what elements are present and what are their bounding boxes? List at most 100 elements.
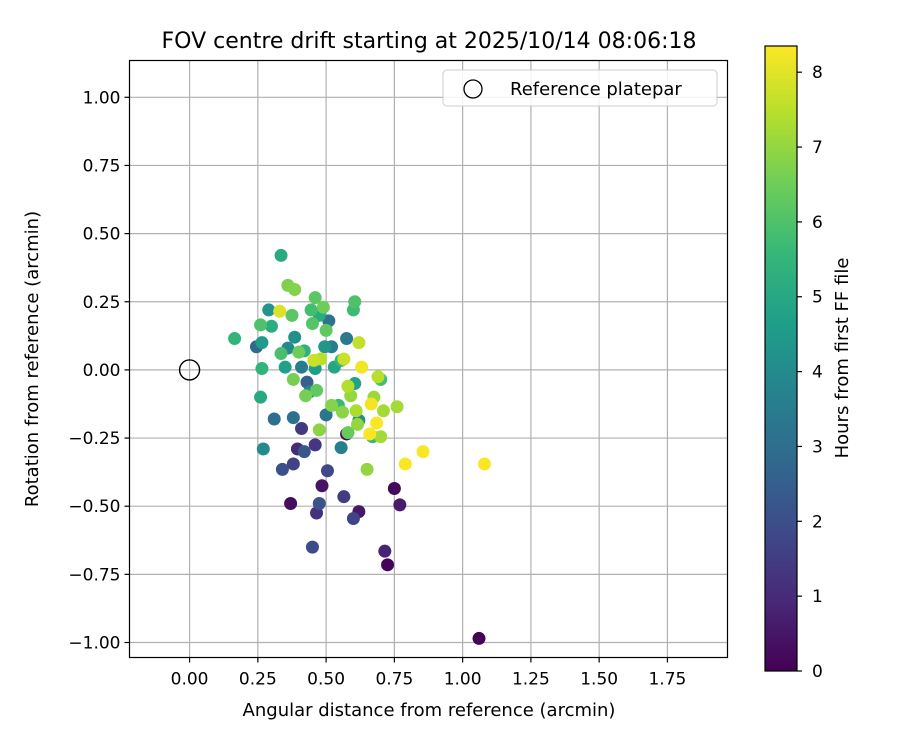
- legend-label: Reference platepar: [510, 79, 682, 100]
- scatter-point: [255, 336, 269, 350]
- x-tick-label: 0.75: [375, 670, 413, 690]
- scatter-point: [274, 248, 288, 262]
- scatter-point: [378, 544, 392, 558]
- colorbar-tick-label: 6: [812, 213, 823, 233]
- scatter-point: [320, 464, 334, 478]
- scatter-point: [360, 462, 374, 476]
- scatter-point: [352, 336, 366, 350]
- x-axis-ticks: 0.00 0.25 0.50 0.75 1.00 1.25 1.50 1.75: [171, 657, 686, 690]
- scatter-point: [228, 332, 242, 346]
- scatter-point: [292, 345, 306, 359]
- y-tick-label: −1.00: [68, 634, 120, 654]
- x-tick-label: 0.50: [307, 670, 345, 690]
- scatter-point: [398, 457, 412, 471]
- scatter-point: [416, 445, 430, 459]
- scatter-point: [315, 479, 329, 493]
- y-tick-label: 0.50: [83, 225, 121, 245]
- scatter-point: [308, 438, 322, 452]
- chart-title: FOV centre drift starting at 2025/10/14 …: [162, 29, 697, 54]
- y-axis-label: Rotation from reference (arcmin): [22, 211, 43, 507]
- scatter-point: [278, 360, 292, 374]
- scatter-point: [255, 362, 269, 376]
- x-tick-label: 1.00: [444, 670, 482, 690]
- scatter-point: [376, 404, 390, 418]
- scatter-point: [349, 404, 363, 418]
- plot-frame: [128, 59, 729, 659]
- scatter-point: [312, 423, 326, 437]
- scatter-point: [346, 511, 360, 525]
- colorbar-tick-label: 4: [812, 363, 823, 383]
- scatter-point: [312, 496, 326, 510]
- scatter-point: [274, 347, 288, 361]
- scatter-point: [341, 379, 355, 393]
- colorbar-tick-label: 0: [812, 662, 823, 682]
- scatter-point: [286, 372, 300, 386]
- y-tick-label: −0.25: [68, 429, 120, 449]
- scatter-point: [307, 353, 321, 367]
- y-tick-label: 0.00: [83, 361, 121, 381]
- y-tick-label: 1.00: [83, 88, 121, 108]
- colorbar-ticks: 0 1 2 3 4 5 6 7 8: [797, 63, 823, 682]
- y-tick-label: 0.75: [83, 156, 121, 176]
- scatter-point: [363, 427, 377, 441]
- scatter-point: [286, 457, 300, 471]
- scatter-point: [355, 360, 369, 374]
- scatter-point: [284, 496, 298, 510]
- scatter-point: [334, 441, 348, 455]
- scatter-point: [387, 481, 401, 495]
- scatter-point: [370, 416, 384, 430]
- scatter-point: [262, 303, 276, 317]
- scatter-point: [286, 411, 300, 425]
- y-tick-label: −0.75: [68, 565, 120, 585]
- legend-box: [442, 69, 718, 107]
- scatter-point: [318, 340, 332, 354]
- scatter-point: [256, 442, 270, 456]
- colorbar-tick-label: 3: [812, 437, 823, 457]
- scatter-point: [477, 457, 491, 471]
- scatter-point: [288, 282, 302, 296]
- colorbar: 0 1 2 3 4 5 6 7 8 Hours from first FF file: [764, 45, 853, 682]
- scatter-point: [337, 490, 351, 504]
- scatter-point: [264, 319, 278, 333]
- scatter-point: [254, 318, 268, 332]
- x-tick-label: 1.75: [648, 670, 686, 690]
- scatter-point: [319, 408, 333, 422]
- scatter-point: [297, 445, 311, 459]
- colorbar-tick-label: 2: [812, 512, 823, 532]
- scatter-point: [295, 360, 309, 374]
- scatter-point: [374, 430, 388, 444]
- scatter-point: [348, 295, 362, 309]
- x-tick-label: 1.50: [580, 670, 618, 690]
- scatter-point: [393, 498, 407, 512]
- y-tick-label: −0.50: [68, 497, 120, 517]
- scatter-point: [325, 398, 339, 412]
- scatter-point: [304, 303, 318, 317]
- scatter-point: [316, 300, 330, 314]
- scatter-point: [308, 291, 322, 305]
- scatter-point: [295, 422, 309, 436]
- scatter-point: [254, 390, 268, 404]
- scatter-point: [319, 323, 333, 337]
- scatter-point: [341, 426, 355, 440]
- grid: [129, 60, 728, 658]
- scatter-point: [310, 383, 324, 397]
- reference-platepar-marker: [178, 359, 201, 381]
- x-tick-label: 0.25: [239, 670, 277, 690]
- scatter-point: [390, 400, 404, 414]
- scatter-point: [267, 412, 281, 426]
- colorbar-tick-label: 8: [812, 63, 823, 83]
- legend-open-circle-marker: [463, 79, 483, 99]
- colorbar-label: Hours from first FF file: [832, 258, 853, 459]
- colorbar-tick-label: 5: [812, 288, 823, 308]
- x-axis-label: Angular distance from reference (arcmin): [243, 700, 616, 721]
- y-tick-label: 0.25: [83, 293, 121, 313]
- scatter-point: [288, 330, 302, 344]
- scatter-point: [472, 631, 486, 645]
- scatter-point: [335, 405, 349, 419]
- colorbar-tick-label: 1: [812, 587, 823, 607]
- scatter-point: [364, 397, 378, 411]
- scatter-point: [305, 317, 319, 331]
- y-axis-ticks: 1.00 0.75 0.50 0.25 0.00 −0.25 −0.50 −0.75 −1.00: [68, 88, 130, 654]
